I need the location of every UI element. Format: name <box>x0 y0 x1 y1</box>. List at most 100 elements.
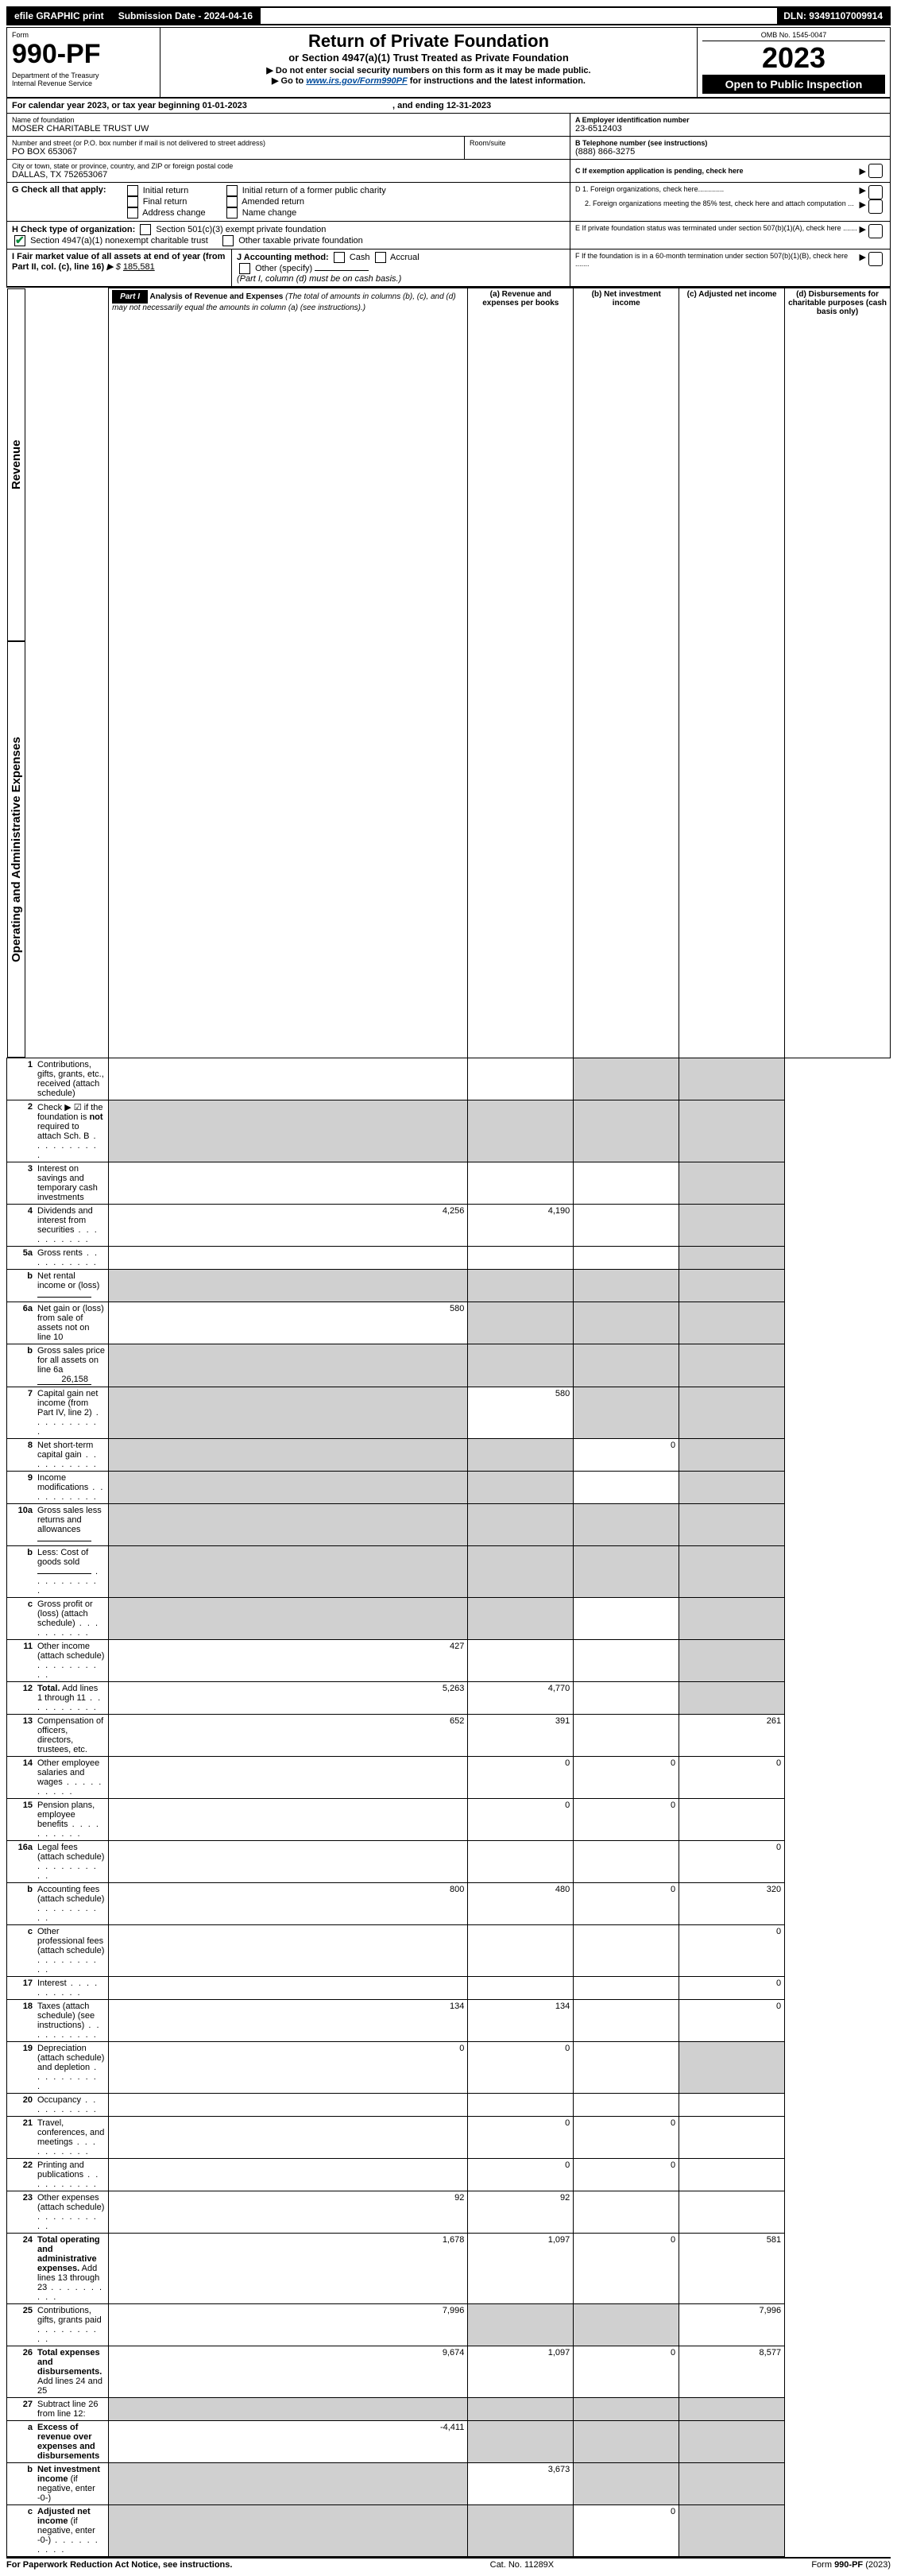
line-text: Contributions, gifts, grants paid <box>37 2306 105 2344</box>
cell-value: 261 <box>679 1714 785 1756</box>
cell-shaded <box>109 1344 468 1387</box>
name-ein-row: Name of foundation MOSER CHARITABLE TRUS… <box>6 114 891 137</box>
e-checkbox[interactable] <box>868 224 883 238</box>
h-4947-checkbox[interactable] <box>14 235 25 246</box>
cell-shaded <box>468 1438 574 1471</box>
vertical-labels: RevenueOperating and Administrative Expe… <box>7 288 109 1058</box>
cell-value <box>574 1471 679 1503</box>
cell-value: 9,674 <box>109 2346 468 2397</box>
cell-value: 0 <box>679 1840 785 1882</box>
irs: Internal Revenue Service <box>12 79 155 87</box>
cell-value <box>679 2116 785 2158</box>
line-text: Dividends and interest from securities <box>37 1206 105 1244</box>
table-row: cAdjusted net income (if negative, enter… <box>7 2504 891 2556</box>
table-row: 12Total. Add lines 1 through 115,2634,77… <box>7 1681 891 1714</box>
table-row: 6aNet gain or (loss) from sale of assets… <box>7 1302 891 1344</box>
line-text: Gross sales less returns and allowances <box>37 1506 105 1544</box>
cell-value <box>109 2116 468 2158</box>
j-accrual: Accrual <box>390 253 420 262</box>
cell-value <box>109 1976 468 1999</box>
cell-shaded <box>109 2462 468 2504</box>
street-label: Number and street (or P.O. box number if… <box>12 139 459 147</box>
line-number: 11 <box>10 1642 37 1680</box>
inline-input[interactable]: 26,158 <box>37 1375 91 1385</box>
line-number: 15 <box>10 1800 37 1839</box>
cell-shaded <box>679 1597 785 1639</box>
form-link[interactable]: www.irs.gov/Form990PF <box>306 76 407 86</box>
cell-shaded <box>468 1100 574 1162</box>
j-other-input[interactable] <box>315 270 369 271</box>
cell-shaded <box>679 1471 785 1503</box>
table-row: cGross profit or (loss) (attach schedule… <box>7 1597 891 1639</box>
cell-value <box>574 1162 679 1204</box>
j-accrual-checkbox[interactable] <box>375 252 386 263</box>
line-text: Depreciation (attach schedule) and deple… <box>37 2044 105 2091</box>
g-address-checkbox[interactable] <box>127 207 138 219</box>
inline-input[interactable] <box>37 1573 91 1574</box>
cell-shaded <box>679 1344 785 1387</box>
cell-shaded <box>109 1387 468 1438</box>
table-row: bLess: Cost of goods sold <box>7 1545 891 1597</box>
instr-1: ▶ Do not enter social security numbers o… <box>165 65 692 75</box>
line-number: 19 <box>10 2044 37 2091</box>
cell-shaded <box>574 2303 679 2346</box>
line-number: 22 <box>10 2160 37 2189</box>
cell-shaded <box>468 2397 574 2420</box>
d2-checkbox[interactable] <box>868 199 883 214</box>
cell-shaded <box>679 2462 785 2504</box>
g-initial-checkbox[interactable] <box>127 185 138 196</box>
cell-value <box>574 1597 679 1639</box>
table-row: aExcess of revenue over expenses and dis… <box>7 2420 891 2462</box>
cell-value <box>468 1058 574 1100</box>
j-other-checkbox[interactable] <box>239 263 250 274</box>
table-row: 18Taxes (attach schedule) (see instructi… <box>7 1999 891 2041</box>
cell-value: 1,097 <box>468 2346 574 2397</box>
cell-shaded <box>679 1545 785 1597</box>
cell-value: 92 <box>468 2191 574 2233</box>
line-number: 12 <box>10 1684 37 1712</box>
cell-shaded <box>574 1058 679 1100</box>
cell-value <box>109 1162 468 1204</box>
footer-right: Form 990-PF (2023) <box>811 2560 891 2570</box>
foundation-name: MOSER CHARITABLE TRUST UW <box>12 124 565 133</box>
inline-input[interactable] <box>37 1297 91 1298</box>
table-row: bNet investment income (if negative, ent… <box>7 2462 891 2504</box>
g-amended-checkbox[interactable] <box>226 196 238 207</box>
title: Return of Private Foundation <box>165 31 692 52</box>
street-phone-row: Number and street (or P.O. box number if… <box>6 137 891 160</box>
cell-value: 0 <box>574 2116 679 2158</box>
cell-value <box>679 2093 785 2116</box>
cell-value: 0 <box>574 2233 679 2303</box>
g-former-checkbox[interactable] <box>226 185 238 196</box>
cell-shaded <box>679 1438 785 1471</box>
cell-value <box>109 2093 468 2116</box>
g-address: Address change <box>142 208 206 218</box>
table-row: bAccounting fees (attach schedule)800480… <box>7 1882 891 1924</box>
cell-value: 5,263 <box>109 1681 468 1714</box>
g-final-checkbox[interactable] <box>127 196 138 207</box>
instr-2a: ▶ Go to <box>272 76 306 86</box>
top-bar: efile GRAPHIC print Submission Date - 20… <box>6 6 891 25</box>
cell-shaded <box>468 1597 574 1639</box>
footer-mid: Cat. No. 11289X <box>490 2560 555 2570</box>
table-row: 11Other income (attach schedule)427 <box>7 1639 891 1681</box>
cell-shaded <box>574 1302 679 1344</box>
h-501c3-checkbox[interactable] <box>140 224 151 235</box>
col-b-header: (b) Net investment income <box>574 288 679 1058</box>
c-checkbox[interactable] <box>868 164 883 178</box>
cell-value: 0 <box>468 2041 574 2093</box>
g-name-checkbox[interactable] <box>226 207 238 219</box>
cell-shaded <box>679 2041 785 2093</box>
f-checkbox[interactable] <box>868 252 883 266</box>
j-cash-checkbox[interactable] <box>334 252 345 263</box>
line-number: 24 <box>10 2235 37 2302</box>
g-label: G Check all that apply: <box>12 185 106 195</box>
line-number: 13 <box>10 1716 37 1754</box>
cell-shaded <box>679 1269 785 1302</box>
line-text: Total. Add lines 1 through 11 <box>37 1684 105 1712</box>
h-other-checkbox[interactable] <box>222 235 234 246</box>
table-row: 9Income modifications <box>7 1471 891 1503</box>
cell-shaded <box>679 1639 785 1681</box>
form-header: Form 990-PF Department of the Treasury I… <box>6 27 891 99</box>
d1-checkbox[interactable] <box>868 185 883 199</box>
